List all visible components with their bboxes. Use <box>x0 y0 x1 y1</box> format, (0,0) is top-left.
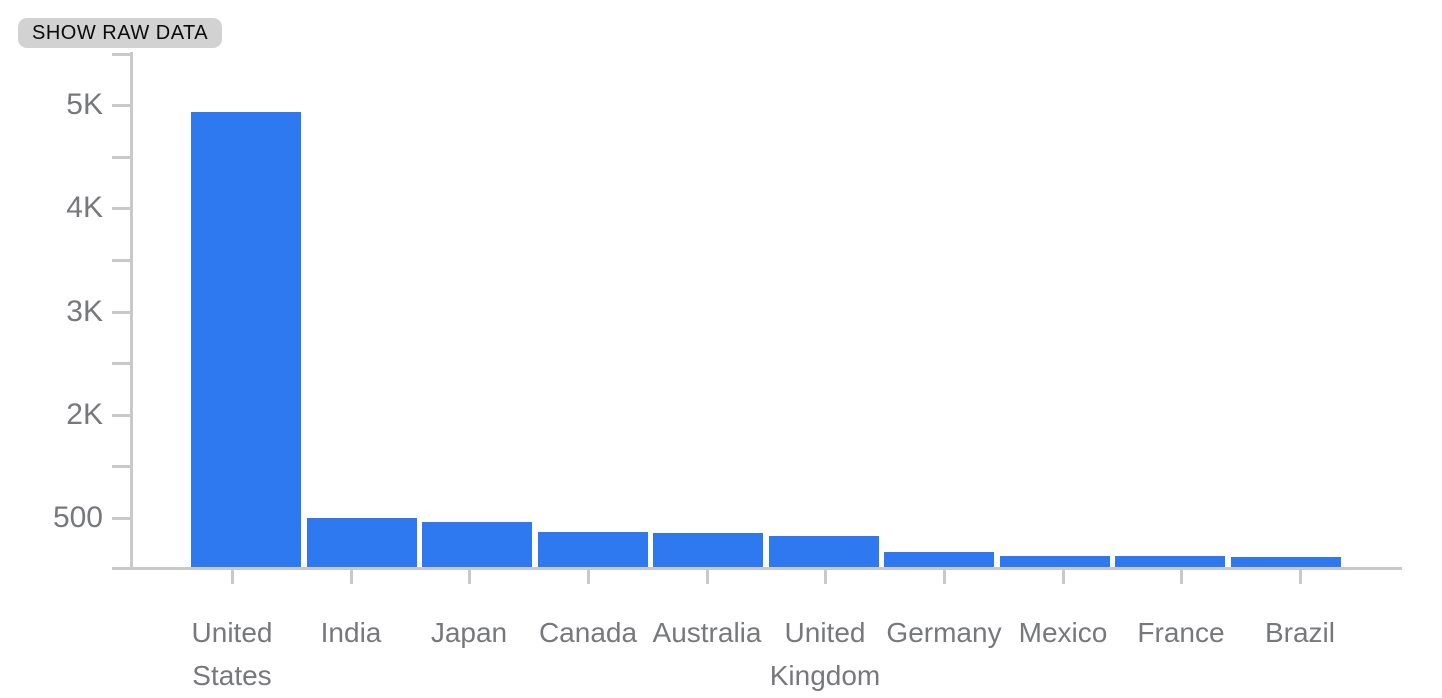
x-tick-brazil <box>1299 570 1302 584</box>
x-label-brazil: Brazil <box>1264 617 1335 648</box>
y-minor-tick <box>112 156 131 159</box>
bar-india[interactable] <box>307 518 417 567</box>
y-tick-label: 2K <box>66 398 103 431</box>
bar-japan[interactable] <box>422 522 532 567</box>
x-label-united-kingdom: United Kingdom <box>769 617 881 691</box>
x-tick-united-states <box>231 570 234 584</box>
show-raw-data-button[interactable]: SHOW RAW DATA <box>18 18 223 48</box>
x-label-france: France <box>1137 617 1225 648</box>
x-tick-united-kingdom <box>824 570 827 584</box>
x-tick-india <box>350 570 353 584</box>
y-tick-label: 4K <box>66 191 103 224</box>
x-axis-line <box>112 567 1402 570</box>
y-tick-label: 5K <box>66 88 103 121</box>
y-minor-tick <box>112 259 131 262</box>
x-tick-france <box>1180 570 1183 584</box>
bar-france[interactable] <box>1115 556 1225 567</box>
y-minor-tick <box>112 53 131 56</box>
y-major-tick <box>112 104 131 107</box>
x-label-united-states: United States <box>191 617 273 691</box>
bar-germany[interactable] <box>884 552 994 567</box>
y-tick-label: 3K <box>66 295 103 328</box>
bar-mexico[interactable] <box>1000 556 1110 567</box>
x-label-australia: Australia <box>652 617 762 648</box>
y-major-tick <box>112 414 131 417</box>
x-label-mexico: Mexico <box>1018 617 1108 648</box>
y-axis-line <box>130 52 133 568</box>
x-label-japan: Japan <box>430 617 508 648</box>
y-tick-label: 500 <box>52 501 103 534</box>
y-minor-tick <box>112 362 131 365</box>
bar-united-states[interactable] <box>191 112 301 567</box>
x-label-india: India <box>320 617 382 648</box>
y-major-tick <box>112 311 131 314</box>
y-major-tick <box>112 207 131 210</box>
bar-canada[interactable] <box>538 532 648 567</box>
x-tick-canada <box>587 570 590 584</box>
x-label-canada: Canada <box>538 617 638 648</box>
x-tick-germany <box>943 570 946 584</box>
bar-brazil[interactable] <box>1231 557 1341 567</box>
x-label-germany: Germany <box>886 617 1002 648</box>
y-major-tick <box>112 517 131 520</box>
x-tick-mexico <box>1062 570 1065 584</box>
y-minor-tick <box>112 465 131 468</box>
x-tick-japan <box>468 570 471 584</box>
bar-australia[interactable] <box>653 533 763 567</box>
bar-united-kingdom[interactable] <box>769 536 879 567</box>
x-tick-australia <box>706 570 709 584</box>
